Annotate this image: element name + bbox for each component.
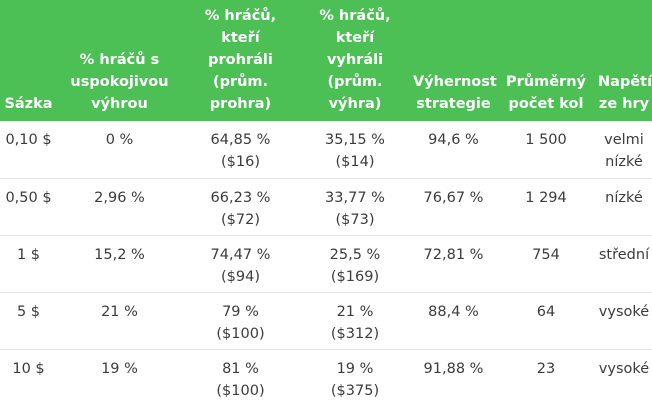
header-strategy-winrate: Výhernost strategie [411, 0, 497, 121]
table-row: 0,50 $ 2,96 % 66,23 % ($72) 33,77 % ($73) … [0, 178, 652, 236]
cell-strategy-winrate: 76,67 % [411, 178, 496, 236]
cell-strategy-winrate: 94,6 % [411, 121, 496, 179]
table-row: 10 $ 19 % 81 % ($100) 19 % ($375) 91,88 % … [0, 349, 652, 406]
cell-lost: 66,23 % ($72) [182, 178, 299, 236]
cell-won: 25,5 % ($169) [299, 235, 411, 293]
cell-satisfying-win: 0 % [57, 121, 182, 179]
cell-avg-rounds: 1 500 [496, 121, 596, 179]
cell-strategy-winrate: 72,81 % [411, 235, 496, 293]
header-bet: Sázka [0, 0, 57, 121]
cell-won: 21 % ($312) [299, 292, 411, 350]
cell-lost: 64,85 % ($16) [182, 121, 299, 179]
cell-bet: 0,10 $ [0, 121, 57, 179]
cell-avg-rounds: 64 [496, 292, 596, 350]
cell-satisfying-win: 21 % [57, 292, 182, 350]
cell-avg-rounds: 754 [496, 235, 596, 293]
table-header-row: Sázka % hráčů s uspokojivou výhrou % hrá… [0, 0, 652, 121]
cell-excitement: střední [596, 235, 652, 293]
header-avg-rounds: Průměrný počet kol [496, 0, 596, 121]
header-won: % hráčů, kteří vyhráli (prům. výhra) [299, 0, 411, 121]
cell-won: 33,77 % ($73) [299, 178, 411, 236]
cell-bet: 1 $ [0, 235, 57, 293]
cell-excitement: velmi nízké [596, 121, 652, 179]
header-satisfying-win: % hráčů s uspokojivou výhrou [57, 0, 182, 121]
cell-avg-rounds: 1 294 [496, 178, 596, 236]
header-excitement: Napětí ze hry [596, 0, 652, 121]
header-lost: % hráčů, kteří prohráli (prům. prohra) [182, 0, 299, 121]
cell-satisfying-win: 15,2 % [57, 235, 182, 293]
cell-avg-rounds: 23 [536, 360, 556, 377]
cell-won: 19 % ($375) [330, 360, 380, 399]
cell-bet: 10 $ [12, 360, 45, 377]
cell-lost: 81 % ($100) [216, 360, 265, 399]
table-row: 5 $ 21 % 79 % ($100) 21 % ($312) 88,4 % 64… [0, 292, 652, 350]
cell-excitement: vysoké [596, 292, 652, 350]
cell-lost: 79 % ($100) [182, 292, 299, 350]
cell-satisfying-win: 2,96 % [57, 178, 182, 236]
cell-excitement: nízké [596, 178, 652, 236]
cell-bet: 0,50 $ [0, 178, 57, 236]
cell-won: 35,15 % ($14) [299, 121, 411, 179]
cell-strategy-winrate: 91,88 % [423, 360, 484, 377]
cell-bet: 5 $ [0, 292, 57, 350]
table-row: 0,10 $ 0 % 64,85 % ($16) 35,15 % ($14) 94,… [0, 121, 652, 179]
cell-satisfying-win: 19 % [101, 360, 138, 377]
table-row: 1 $ 15,2 % 74,47 % ($94) 25,5 % ($169) 72,… [0, 235, 652, 293]
cell-strategy-winrate: 88,4 % [411, 292, 496, 350]
cell-lost: 74,47 % ($94) [182, 235, 299, 293]
cell-excitement: vysoké [598, 360, 650, 377]
